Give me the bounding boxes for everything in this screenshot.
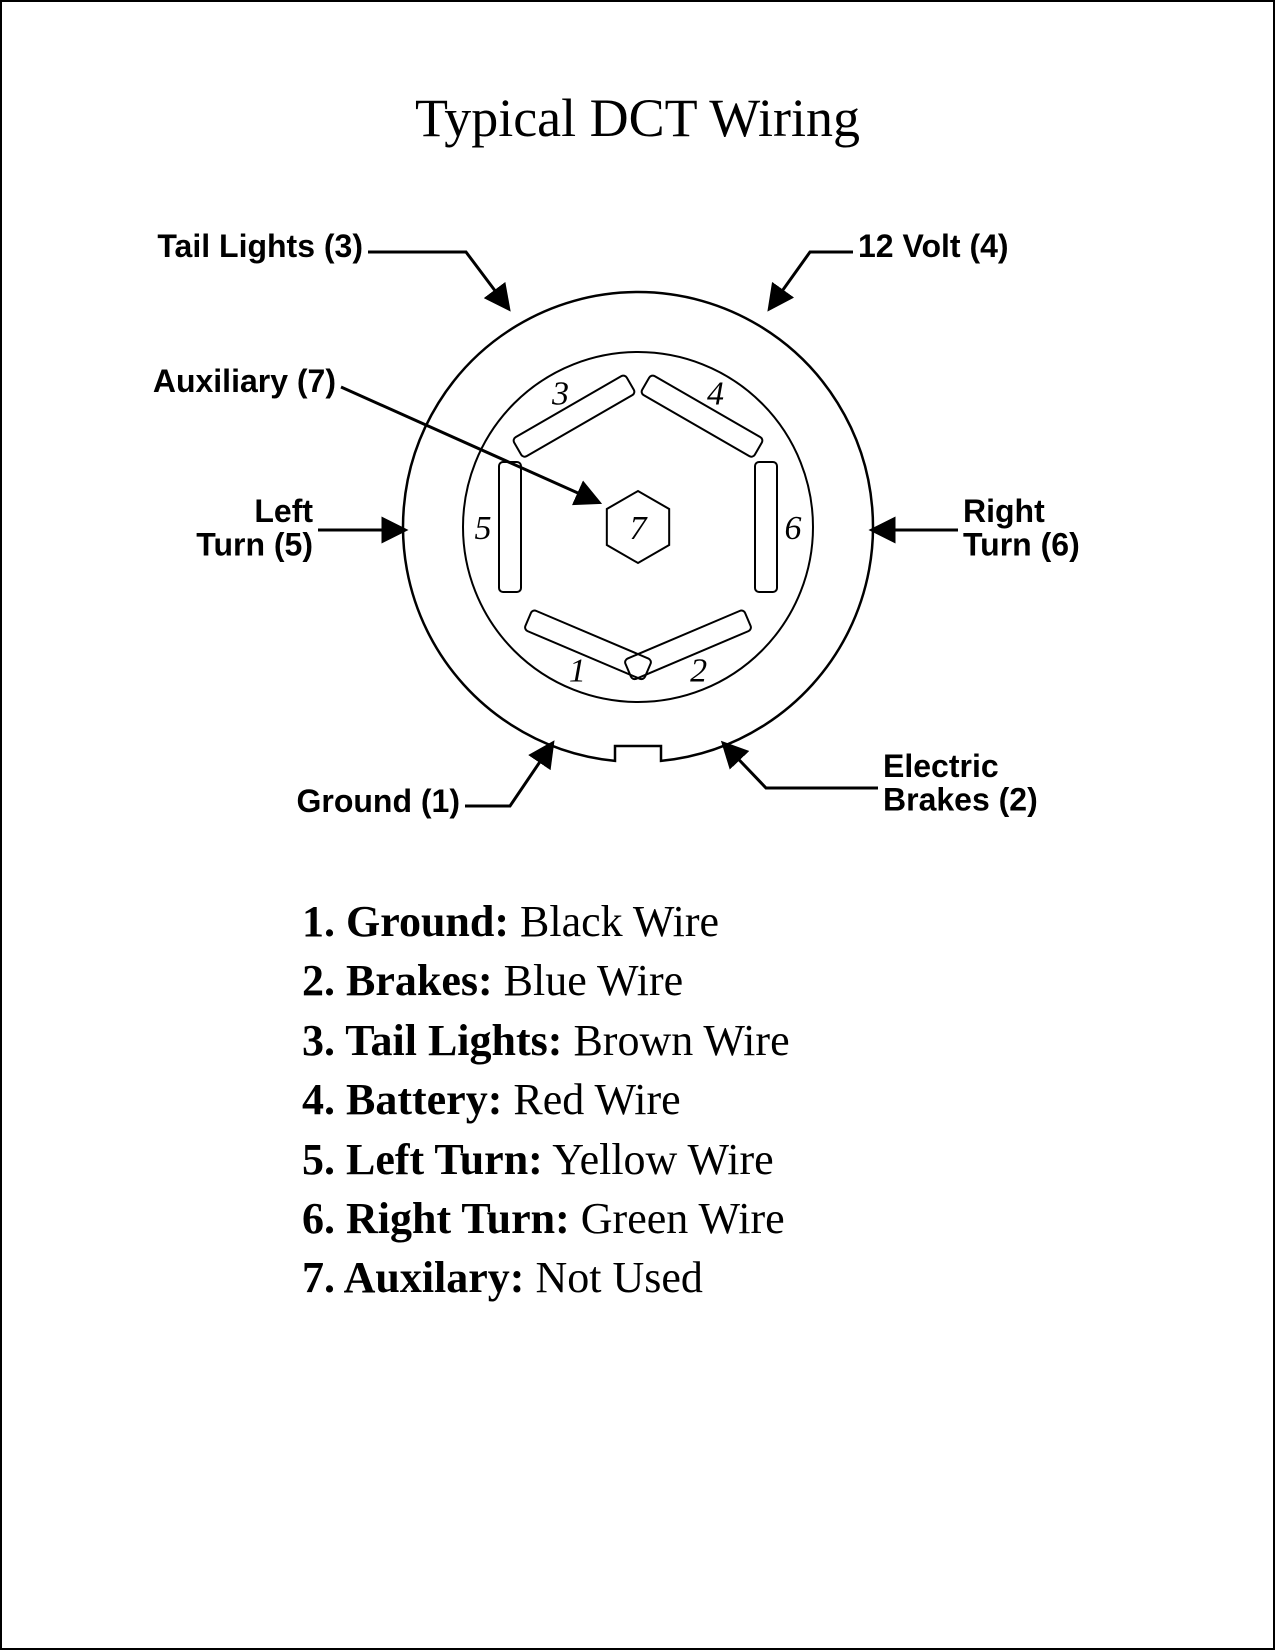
svg-text:7: 7 [629,510,648,547]
legend-lead: 6. Right Turn: [302,1194,570,1243]
legend-item: 5. Left Turn: Yellow Wire [302,1130,790,1189]
svg-text:3: 3 [551,376,569,413]
legend-lead: 5. Left Turn: [302,1135,543,1184]
legend-item: 6. Right Turn: Green Wire [302,1189,790,1248]
legend-desc: Brown Wire [562,1016,789,1065]
legend-desc: Not Used [524,1253,702,1302]
svg-text:Ground (1): Ground (1) [296,783,460,819]
legend-item: 3. Tail Lights: Brown Wire [302,1011,790,1070]
legend-lead: 7. Auxilary: [302,1253,524,1302]
svg-text:LeftTurn (5): LeftTurn (5) [196,493,313,563]
svg-text:Tail Lights (3): Tail Lights (3) [157,228,363,264]
legend-lead: 2. Brakes: [302,956,493,1005]
svg-text:2: 2 [690,653,707,690]
diagram-container: 7 1 2 3 4 5 6 Tail Lights (3) 12 Volt (4) Auxilia… [2,192,1273,877]
legend-item: 7. Auxilary: Not Used [302,1248,790,1307]
svg-text:Auxiliary (7): Auxiliary (7) [152,363,335,399]
legend-desc: Blue Wire [493,956,683,1005]
legend-list: 1. Ground: Black Wire2. Brakes: Blue Wir… [302,892,790,1308]
legend-item: 1. Ground: Black Wire [302,892,790,951]
legend-desc: Yellow Wire [543,1135,774,1184]
svg-text:4: 4 [707,376,724,413]
svg-text:6: 6 [784,510,801,547]
legend-desc: Green Wire [570,1194,785,1243]
svg-text:5: 5 [474,510,491,547]
legend-item: 4. Battery: Red Wire [302,1070,790,1129]
legend-desc: Red Wire [502,1075,680,1124]
legend-lead: 1. Ground: [302,897,509,946]
connector-diagram: 7 1 2 3 4 5 6 Tail Lights (3) 12 Volt (4) Auxilia… [138,192,1138,872]
svg-text:ElectricBrakes (2): ElectricBrakes (2) [883,748,1038,818]
legend-desc: Black Wire [509,897,719,946]
legend-lead: 4. Battery: [302,1075,502,1124]
legend-lead: 3. Tail Lights: [302,1016,562,1065]
legend-item: 2. Brakes: Blue Wire [302,951,790,1010]
page: Typical DCT Wiring 7 1 2 3 4 5 6 Tail Lights (3… [0,0,1275,1650]
svg-text:RightTurn (6): RightTurn (6) [963,493,1080,563]
page-title: Typical DCT Wiring [2,87,1273,149]
svg-text:1: 1 [568,653,585,690]
svg-text:12 Volt (4): 12 Volt (4) [858,228,1009,264]
